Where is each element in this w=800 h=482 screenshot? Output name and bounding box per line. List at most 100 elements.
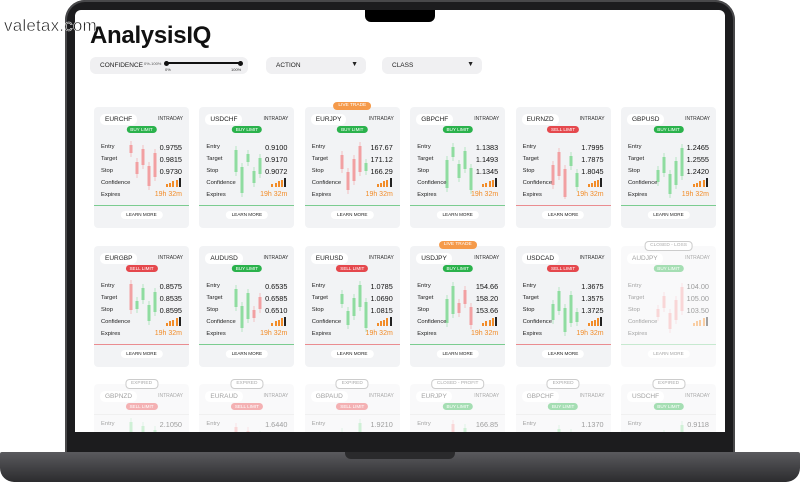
- row-label: Confidence: [628, 180, 658, 186]
- row-label: Confidence: [206, 180, 236, 186]
- candle: [234, 288, 238, 307]
- mini-chart: [129, 279, 157, 325]
- candle: [575, 173, 579, 187]
- signal-card[interactable]: CLOSED - LOSS AUDJPY INTRADAY BUY LIMIT Entr…: [621, 240, 716, 367]
- signal-card[interactable]: GBPCHF INTRADAY BUY LIMIT Entry 1.1383 Target…: [410, 107, 506, 228]
- row-value: 103.50: [686, 305, 709, 315]
- confidence-bar: [169, 182, 172, 187]
- slider-min: 0%: [165, 67, 171, 72]
- confidence-bar: [280, 179, 283, 187]
- confidence-bar: [705, 316, 708, 326]
- row-label: Confidence: [417, 180, 447, 186]
- learn-more-button[interactable]: LEARN MORE: [331, 349, 374, 358]
- row-label: Entry: [206, 282, 220, 289]
- action-badge: SELL LIMIT: [125, 264, 158, 272]
- separator: [515, 205, 611, 206]
- confidence-bar: [274, 182, 277, 187]
- signal-card[interactable]: EURUSD INTRADAY SELL LIMIT Entry 1.0785 Targe…: [304, 245, 400, 367]
- symbol: EURCHF: [100, 114, 138, 125]
- dropdown-arrow: ▼: [467, 61, 474, 68]
- expires-value: 19h 32m: [470, 191, 499, 198]
- expires-value: 19h 32m: [365, 329, 393, 337]
- signal-card[interactable]: EXPIRED GBPCHF INTRADAY BUY LIMIT Entry 1.137…: [515, 379, 611, 432]
- learn-more-button[interactable]: LEARN MORE: [647, 211, 690, 219]
- action-badge: BUY LIMIT: [653, 264, 684, 272]
- action-filter[interactable]: ACTION ▼: [266, 57, 366, 74]
- candle: [358, 146, 362, 172]
- learn-more-button[interactable]: LEARN MORE: [120, 349, 163, 358]
- signal-card[interactable]: EXPIRED EURAUD INTRADAY SELL LIMIT Entry 1.64…: [199, 379, 295, 432]
- signal-card[interactable]: EXPIRED USDCHF INTRADAY BUY LIMIT Entry 0.911…: [621, 379, 716, 432]
- candle: [129, 145, 133, 153]
- candle: [451, 147, 455, 157]
- row-value: 0.8595: [159, 305, 182, 315]
- action-badge: BUY LIMIT: [653, 403, 684, 410]
- row-value: 0.9755: [159, 143, 182, 152]
- candle: [358, 423, 362, 432]
- confidence-bar: [389, 178, 392, 187]
- candle: [662, 157, 666, 173]
- learn-more-button[interactable]: LEARN MORE: [120, 211, 163, 219]
- learn-more-button[interactable]: LEARN MORE: [436, 349, 479, 358]
- candle: [153, 153, 157, 177]
- learn-more-button[interactable]: LEARN MORE: [225, 211, 269, 219]
- candle: [463, 289, 467, 304]
- status-badge: EXPIRED: [651, 379, 686, 389]
- candle: [352, 159, 356, 181]
- symbol: GBPCHF: [521, 391, 559, 402]
- signal-card[interactable]: EURNZD INTRADAY SELL LIMIT Entry 1.7995 Targe…: [515, 107, 611, 228]
- signal-card[interactable]: LIVE TRADE USDJPY INTRADAY BUY LIMIT Entry 15…: [410, 240, 506, 367]
- trade-class: INTRADAY: [263, 254, 289, 261]
- row-label: Confidence: [417, 318, 447, 325]
- status-badge: EXPIRED: [230, 379, 264, 389]
- signal-card[interactable]: CLOSED - PROFIT EURJPY INTRADAY BUY LIMIT En…: [410, 379, 506, 432]
- confidence-bars: [376, 316, 393, 326]
- trade-class: INTRADAY: [474, 116, 500, 122]
- row-label: Entry: [628, 282, 642, 289]
- separator: [94, 343, 189, 345]
- filter-label: ACTION: [276, 62, 301, 69]
- slider-handle[interactable]: [238, 60, 243, 66]
- signal-card[interactable]: EXPIRED GBPAUD INTRADAY SELL LIMIT Entry 1.92…: [304, 379, 400, 432]
- signal-card[interactable]: LIVE TRADE EURJPY INTRADAY BUY LIMIT Entry 16…: [304, 102, 400, 228]
- signal-card[interactable]: USDCHF INTRADAY BUY LIMIT Entry 0.9100 Target…: [199, 107, 295, 228]
- row-label: Entry: [522, 282, 537, 289]
- trade-class: INTRADAY: [158, 116, 183, 122]
- learn-more-button[interactable]: LEARN MORE: [647, 349, 690, 358]
- signal-card[interactable]: GBPUSD INTRADAY BUY LIMIT Entry 1.2465 Target…: [621, 107, 716, 228]
- confidence-bar: [705, 178, 708, 187]
- action-badge: BUY LIMIT: [337, 126, 368, 133]
- learn-more-button[interactable]: LEARN MORE: [541, 349, 585, 358]
- class-filter[interactable]: CLASS ▼: [382, 57, 482, 74]
- mini-chart: [234, 284, 262, 332]
- row-value: 104.00: [686, 281, 709, 291]
- confidence-filter[interactable]: CONFIDENCE 0%-100% 0% 100%: [90, 57, 248, 74]
- signal-card[interactable]: EURCHF INTRADAY BUY LIMIT Entry 0.9755 Target…: [94, 107, 189, 228]
- trade-class: INTRADAY: [263, 393, 289, 399]
- candle: [153, 291, 157, 312]
- learn-more-button[interactable]: LEARN MORE: [436, 211, 479, 219]
- separator: [94, 205, 189, 206]
- row-value: 1.2465: [686, 143, 709, 152]
- confidence-bar: [386, 318, 389, 326]
- learn-more-button[interactable]: LEARN MORE: [331, 211, 374, 219]
- learn-more-button[interactable]: LEARN MORE: [225, 349, 269, 358]
- candle: [234, 150, 238, 172]
- row-label: Entry: [628, 144, 642, 150]
- row-label: Entry: [628, 421, 642, 427]
- candle: [240, 305, 244, 328]
- signal-card[interactable]: AUDUSD INTRADAY BUY LIMIT Entry 0.6535 Target…: [199, 245, 295, 367]
- signal-card[interactable]: USDCAD INTRADAY SELL LIMIT Entry 1.3675 Targe…: [515, 245, 611, 367]
- row-label: Entry: [311, 144, 326, 150]
- learn-more-button[interactable]: LEARN MORE: [541, 211, 585, 219]
- mini-chart: [445, 143, 473, 194]
- confidence-bar: [488, 181, 491, 187]
- confidence-bar: [178, 178, 181, 187]
- slider-handle[interactable]: [164, 60, 169, 66]
- row-label: Entry: [206, 421, 220, 427]
- confidence-bar: [590, 321, 593, 326]
- signal-card[interactable]: EXPIRED GBPNZD INTRADAY SELL LIMIT Entry 2.10…: [94, 379, 189, 432]
- expires-value: 19h 32m: [260, 191, 288, 198]
- signal-card[interactable]: EURGBP INTRADAY SELL LIMIT Entry 0.8575 Targe…: [94, 245, 189, 367]
- confidence-bar: [271, 322, 274, 326]
